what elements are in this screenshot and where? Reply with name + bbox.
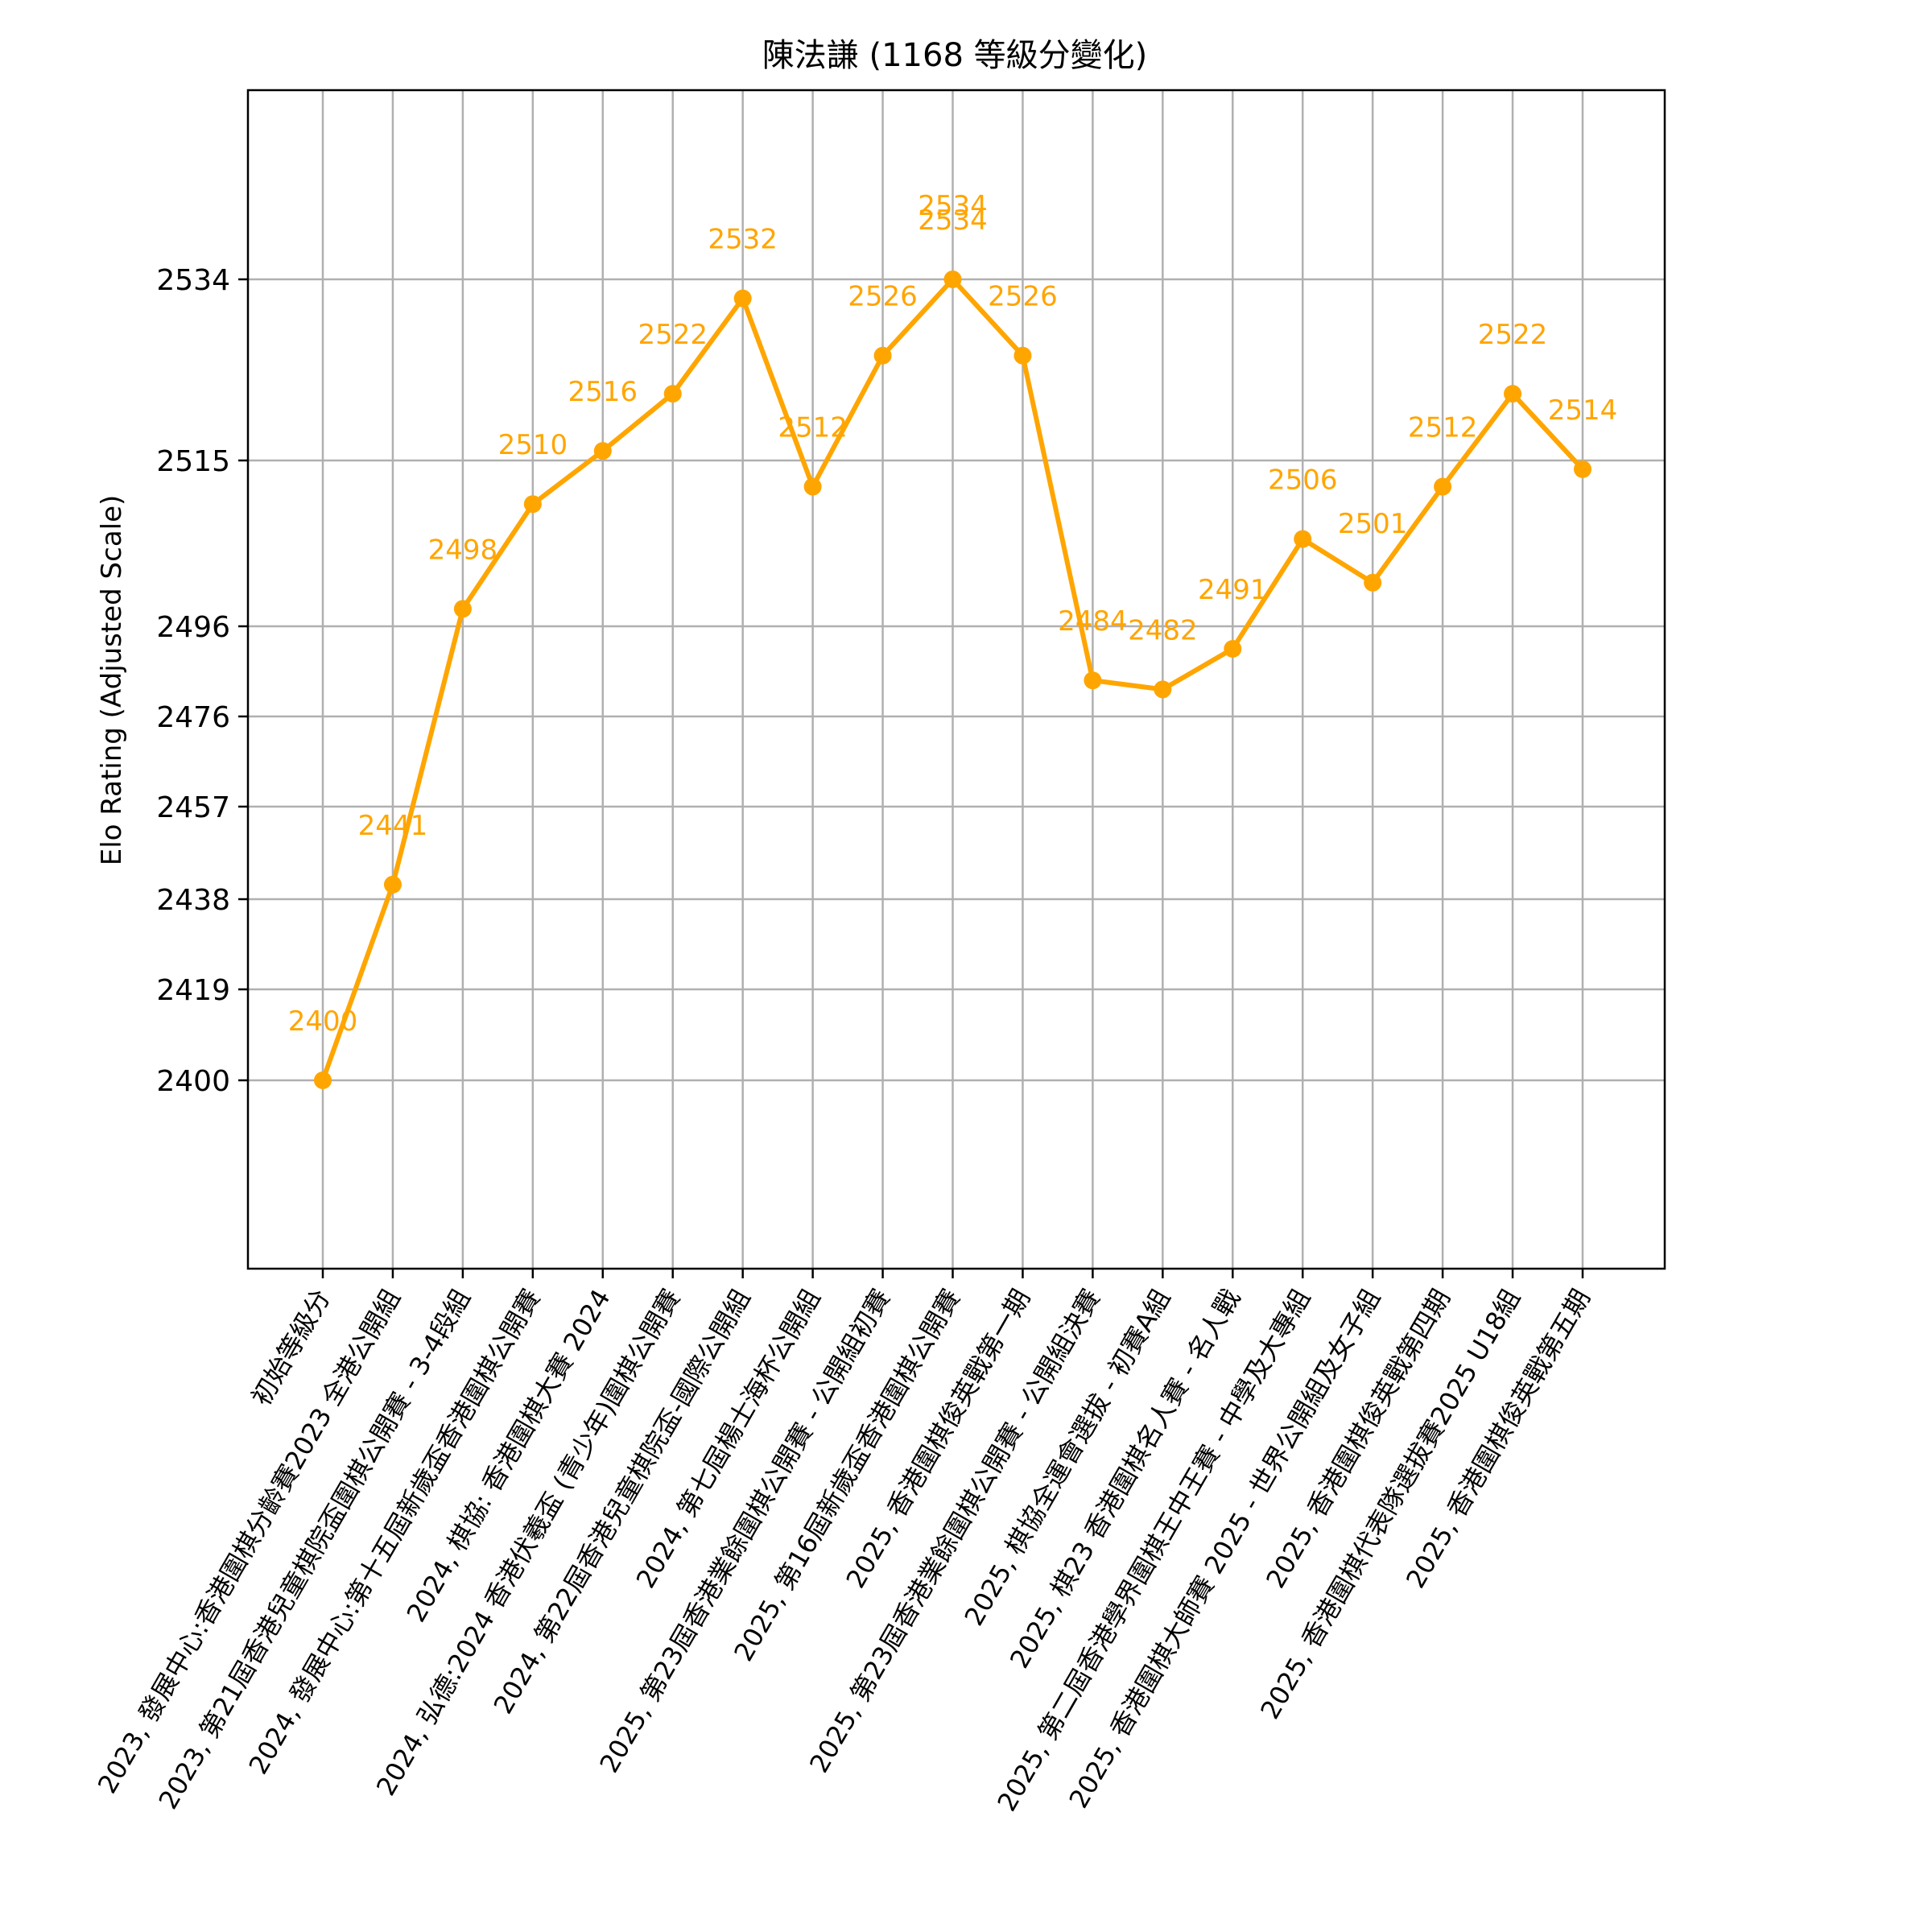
data-point	[1084, 671, 1101, 689]
chart-title: 陳法謙 (1168 等級分變化)	[762, 37, 1147, 74]
data-point	[594, 442, 612, 460]
data-label: 2482	[1128, 614, 1198, 646]
data-label-extra: 2534	[918, 190, 988, 222]
data-point	[1224, 640, 1241, 658]
grid-lines	[248, 90, 1665, 1269]
data-point	[384, 876, 402, 894]
data-point	[1434, 478, 1451, 496]
data-point	[664, 385, 682, 402]
y-tick-label: 2496	[156, 611, 230, 644]
data-point	[1364, 574, 1381, 592]
data-point	[454, 600, 472, 617]
data-label: 2512	[1408, 412, 1478, 444]
data-label: 2400	[288, 1005, 358, 1038]
data-label: 2491	[1198, 574, 1268, 606]
data-point	[1294, 530, 1311, 548]
y-axis-ticks: 2400 2419 2438 2457 2476 2496 2515 2534	[156, 264, 248, 1098]
data-point	[314, 1071, 332, 1089]
data-point	[804, 478, 822, 496]
data-point	[1154, 680, 1171, 698]
data-label: 2516	[568, 376, 638, 408]
data-point	[734, 290, 752, 308]
plot-frame	[248, 90, 1665, 1269]
x-tick-label: 2025, 香港圍棋代表隊選拔賽2025 U18組	[1254, 1284, 1526, 1724]
data-label: 2506	[1268, 464, 1338, 497]
data-label: 2526	[988, 281, 1058, 313]
y-tick-label: 2457	[156, 791, 230, 824]
data-point	[874, 347, 892, 365]
data-label: 2510	[498, 429, 568, 461]
data-point	[524, 495, 542, 513]
data-label: 2484	[1058, 605, 1128, 638]
data-label: 2532	[708, 224, 778, 256]
data-label: 2522	[638, 319, 708, 351]
data-label: 2514	[1548, 394, 1618, 427]
data-label: 2526	[848, 281, 918, 313]
y-tick-label: 2419	[156, 974, 230, 1007]
data-label: 2501	[1338, 508, 1408, 540]
data-point	[1013, 347, 1031, 365]
y-tick-label: 2476	[156, 701, 230, 734]
data-point	[944, 270, 962, 288]
data-label: 2512	[778, 412, 848, 444]
x-tick-label: 2023, 發展中心:香港圍棋分齡賽2023 全港公開組	[92, 1284, 407, 1798]
data-label: 2522	[1478, 319, 1548, 351]
y-tick-label: 2534	[156, 264, 230, 297]
data-point	[1574, 460, 1591, 478]
data-label: 2498	[428, 534, 498, 566]
y-axis-label: Elo Rating (Adjusted Scale)	[96, 495, 128, 866]
data-point	[1504, 385, 1521, 402]
y-tick-label: 2400	[156, 1065, 230, 1098]
data-label: 2441	[358, 810, 428, 842]
y-tick-label: 2438	[156, 884, 230, 917]
y-tick-label: 2515	[156, 445, 230, 478]
